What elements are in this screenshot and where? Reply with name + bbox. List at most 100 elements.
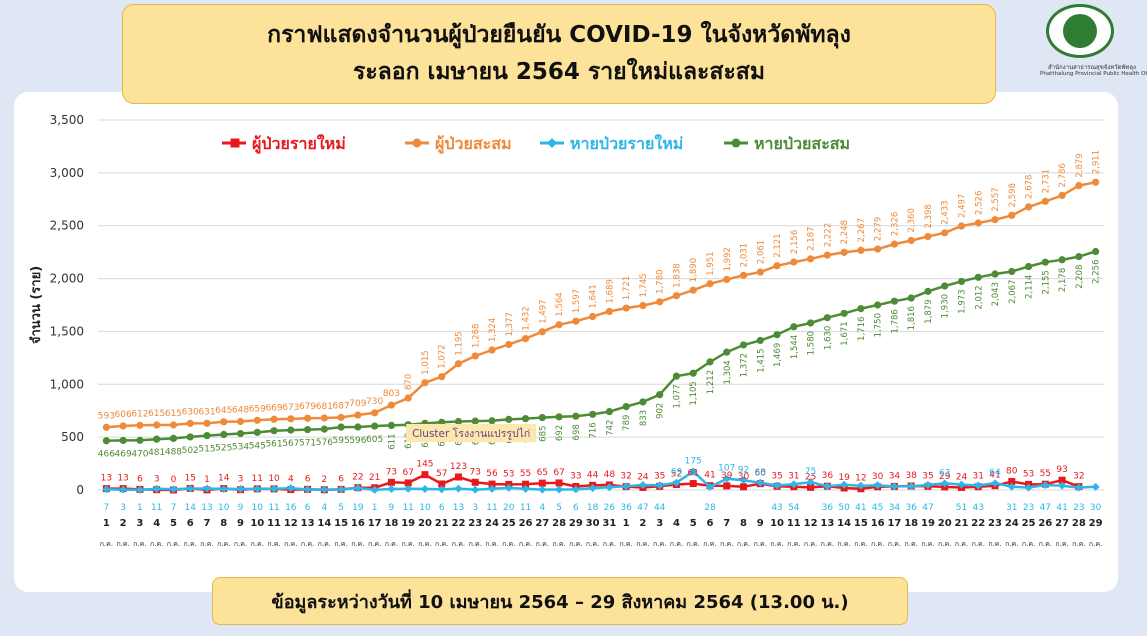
x-month-label: ก.ค. [301,540,314,548]
data-label-new-cases: 55 [1040,469,1051,479]
data-point-cumulative-cases [337,413,345,421]
data-point-cumulative-recovered [521,415,530,423]
data-label-cumulative-recovered: 1,077 [672,384,682,408]
data-label-new-cases: 65 [537,468,548,478]
data-point-new-cases [454,473,462,481]
data-point-new-recovered [370,485,379,494]
data-label-new-cases: 53 [503,469,514,479]
data-point-cumulative-cases [186,419,194,427]
data-label-cumulative-recovered: 833 [639,410,649,426]
data-label-cumulative-recovered: 571 [299,439,316,449]
legend-label: หายป่วยสะสม [754,134,850,153]
data-label-new-recovered: 45 [872,503,883,513]
data-label-new-recovered: 10 [218,503,230,513]
data-label-new-recovered: 23 [1023,503,1034,513]
data-label-new-cases: 39 [721,471,733,481]
x-tick-label: 18 [384,518,398,529]
data-point-new-recovered [538,485,547,494]
data-point-new-cases [471,478,479,486]
data-point-new-recovered [504,483,513,492]
x-month-label: ก.ค. [536,540,549,548]
data-point-new-recovered [1074,483,1083,492]
title-line-2: ระลอก เมษายน 2564 รายใหม่และสะสม [352,59,766,85]
data-point-cumulative-recovered [790,323,798,331]
data-label-new-cases: 41 [989,471,1000,481]
data-point-cumulative-cases [421,379,429,387]
x-month-label: ก.ค. [234,540,247,548]
data-label-new-cases: 14 [218,474,230,484]
x-month-label: ก.ค. [167,540,180,548]
data-label-new-recovered: 175 [685,457,702,467]
x-tick-label: 30 [586,518,600,529]
x-tick-label: 18 [904,518,918,529]
data-label-cumulative-cases: 645 [215,406,232,416]
date-range-text: ข้อมูลระหว่างวันที่ 10 เมษายน 2564 – 29 … [271,591,849,613]
data-label-cumulative-cases: 1,838 [672,263,682,287]
data-label-new-cases: 25 [805,472,816,482]
data-point-cumulative-cases [622,304,630,312]
data-label-cumulative-cases: 2,398 [924,204,934,228]
data-label-cumulative-cases: 1,641 [589,284,599,308]
data-label-cumulative-recovered: 1,671 [840,321,850,345]
x-tick-label: 10 [770,518,784,529]
data-label-cumulative-cases: 709 [349,399,366,409]
data-label-new-recovered: 47 [637,503,648,513]
data-label-new-recovered: 34 [889,503,901,513]
x-month-label: ก.ค. [116,540,129,548]
y-tick-label: 500 [61,430,84,444]
x-month-label: ก.ค. [351,540,364,548]
data-point-cumulative-recovered [236,429,245,438]
data-point-new-cases [1058,476,1066,484]
data-label-new-recovered: 28 [704,503,716,513]
data-point-new-recovered [655,481,664,490]
x-tick-label: 14 [317,518,331,529]
data-point-new-recovered [437,485,446,494]
data-label-cumulative-cases: 631 [198,407,215,417]
data-label-new-recovered: 51 [956,503,967,513]
x-month-label: ก.ค. [754,540,767,548]
data-label-cumulative-cases: 606 [115,410,132,420]
data-label-new-recovered: 92 [738,465,749,475]
x-month-label: ก.ค. [552,540,565,548]
data-point-new-recovered [622,482,631,491]
data-point-cumulative-cases [521,335,530,343]
x-month-label: ก.ค. [401,540,414,548]
data-point-new-recovered [320,485,329,494]
data-point-cumulative-recovered [941,282,949,290]
data-point-cumulative-cases [1092,178,1100,186]
data-point-cumulative-cases [639,301,647,310]
data-label-new-recovered: 26 [604,503,616,513]
x-tick-label: 12 [804,518,818,529]
data-label-cumulative-cases: 870 [404,374,414,390]
data-point-cumulative-recovered [220,430,228,439]
data-label-cumulative-cases: 1,745 [639,273,649,297]
x-month-label: ก.ค. [502,540,515,548]
x-tick-label: 31 [602,518,616,529]
data-point-new-recovered [555,485,564,494]
data-label-cumulative-cases: 2,497 [957,194,967,218]
x-month-label: ก.ค. [703,540,716,548]
data-point-new-cases [404,479,412,487]
data-label-new-cases: 6 [305,474,311,484]
x-tick-label: 19 [921,518,935,529]
data-point-new-recovered [739,476,748,485]
data-point-cumulative-recovered [1024,262,1033,271]
data-point-new-recovered [823,482,832,491]
data-point-cumulative-recovered [806,319,815,327]
x-tick-label: 26 [519,518,533,529]
x-month-label: ก.ค. [619,540,632,548]
data-label-cumulative-cases: 2,526 [974,191,984,215]
data-point-new-recovered [286,484,295,493]
data-label-cumulative-recovered: 1,372 [740,353,750,377]
x-tick-label: 6 [706,518,713,529]
data-label-cumulative-cases: 673 [282,403,299,413]
data-point-cumulative-cases [404,394,412,402]
data-point-cumulative-recovered [270,427,278,435]
data-label-cumulative-cases: 2,678 [1025,175,1035,199]
data-point-new-recovered [756,478,765,487]
data-point-cumulative-recovered [991,270,999,278]
data-point-new-recovered [202,484,211,493]
x-tick-label: 4 [673,518,680,529]
x-tick-label: 21 [435,518,449,529]
x-month-label: ก.ค. [519,540,532,548]
